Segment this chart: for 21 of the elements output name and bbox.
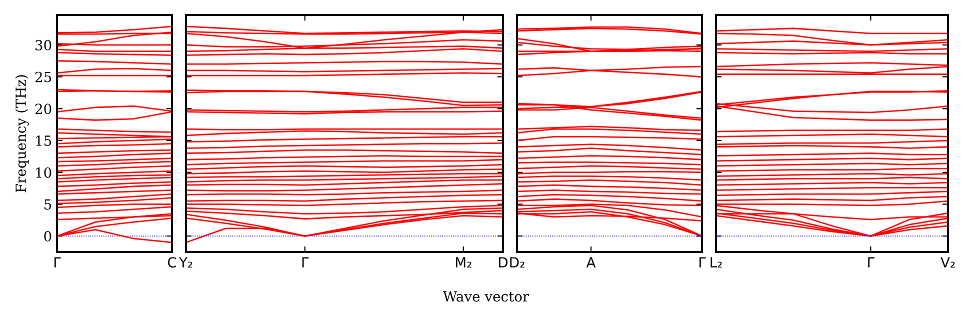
x-tick-label: M₂	[456, 257, 472, 268]
y-tick-label: 25	[35, 72, 52, 82]
x-tick-label: Γ	[54, 257, 61, 268]
x-tick-label: D₂	[510, 257, 524, 268]
x-tick-label: Γ	[302, 257, 309, 268]
y-tick-label: 0	[44, 231, 52, 242]
y-tick-label: 15	[36, 135, 52, 146]
x-tick-label: D	[499, 257, 508, 268]
x-axis-title: Wave vector	[442, 291, 530, 302]
y-tick-label: 10	[36, 167, 52, 178]
y-tick-label: 20	[35, 104, 52, 114]
x-tick-label: L₂	[710, 257, 722, 268]
y-tick-label: 30	[36, 40, 52, 50]
x-tick-label: Γ	[699, 257, 706, 268]
x-tick-label: Y₂	[178, 257, 192, 268]
y-tick-label: 5	[44, 199, 52, 210]
y-axis-title: Frequency (THz)	[15, 75, 29, 192]
x-tick-label: Γ	[868, 257, 874, 268]
x-tick-label: A	[586, 257, 596, 268]
x-tick-label: C	[168, 257, 176, 268]
x-tick-label: V₂	[940, 257, 955, 268]
